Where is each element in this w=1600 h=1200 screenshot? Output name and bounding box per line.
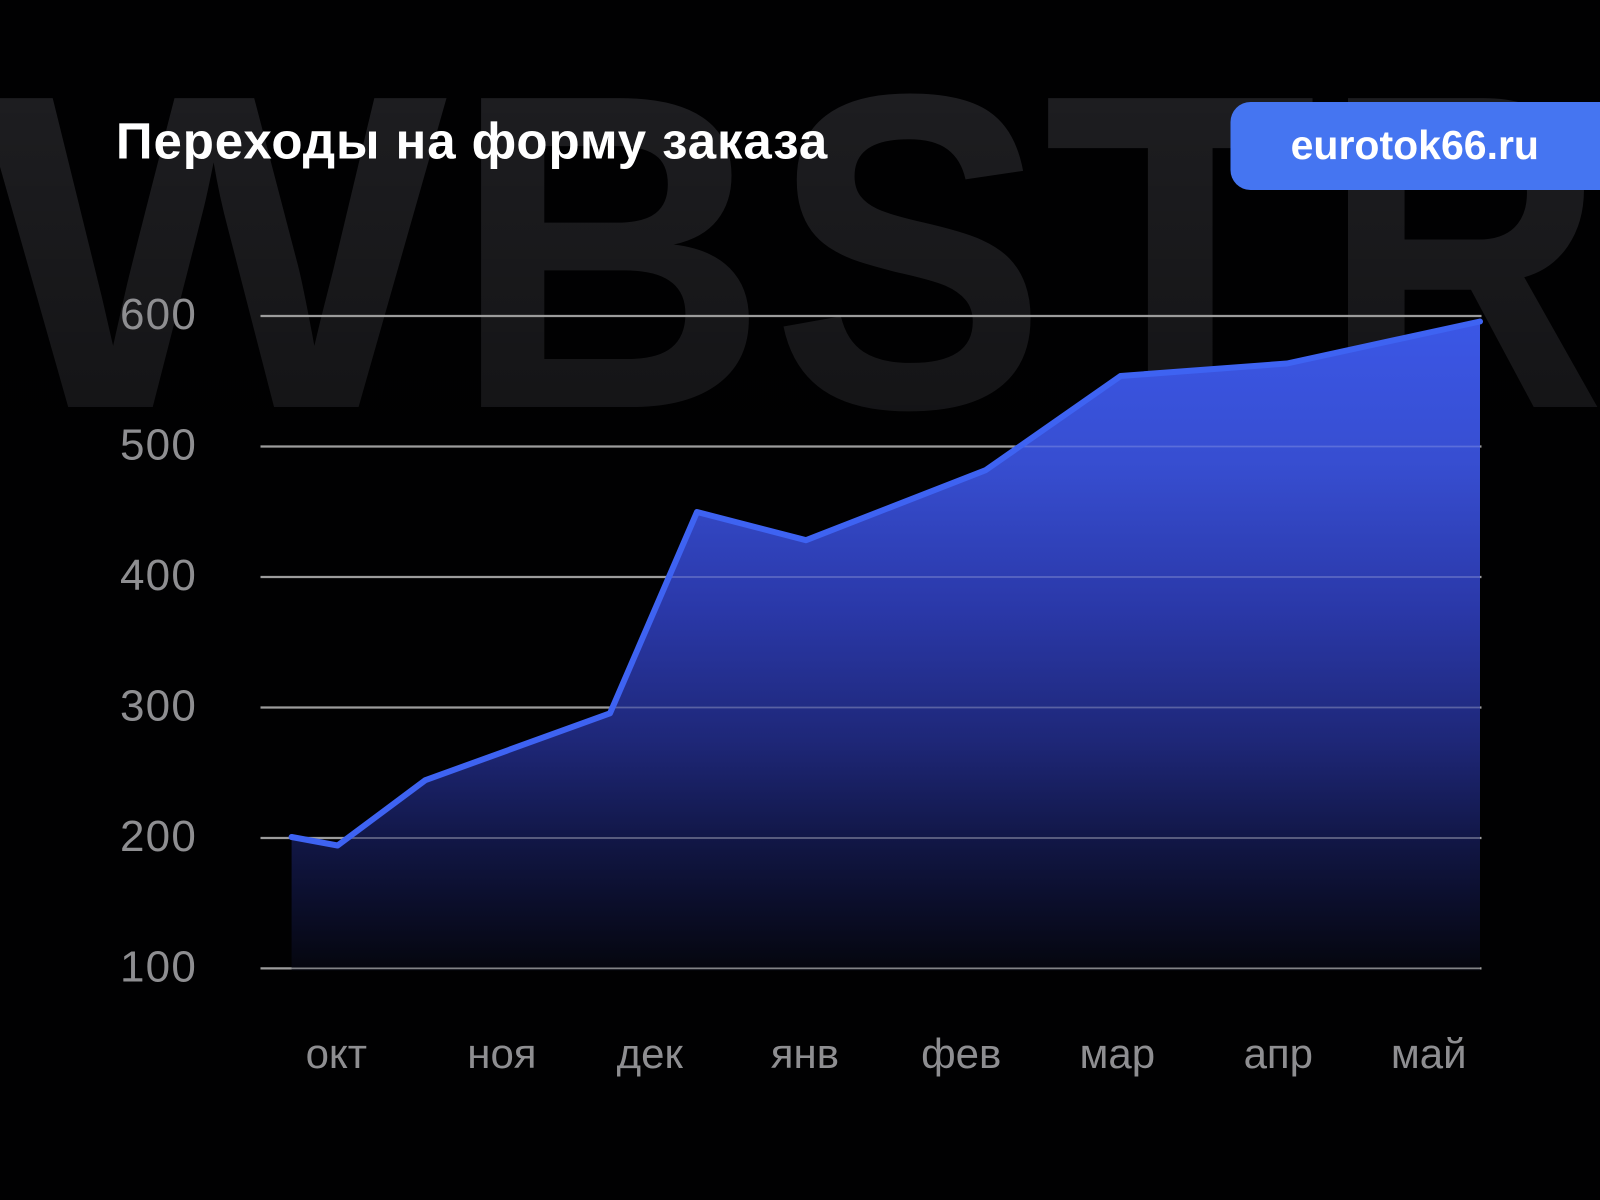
svg-text:300: 300 (120, 682, 197, 731)
svg-text:400: 400 (120, 551, 197, 600)
svg-text:100: 100 (120, 942, 197, 991)
svg-text:дек: дек (617, 1030, 684, 1077)
svg-text:500: 500 (120, 421, 197, 470)
svg-text:май: май (1391, 1030, 1467, 1077)
svg-text:мар: мар (1080, 1030, 1156, 1077)
svg-text:апр: апр (1244, 1030, 1313, 1077)
svg-text:eurotok66.ru: eurotok66.ru (1291, 122, 1539, 168)
svg-text:200: 200 (120, 812, 197, 861)
svg-text:янв: янв (771, 1030, 839, 1077)
svg-text:ноя: ноя (467, 1030, 536, 1077)
svg-text:Переходы на форму заказа: Переходы на форму заказа (116, 113, 828, 170)
svg-text:окт: окт (306, 1030, 367, 1077)
svg-text:фев: фев (921, 1030, 1001, 1077)
svg-text:600: 600 (120, 290, 197, 339)
